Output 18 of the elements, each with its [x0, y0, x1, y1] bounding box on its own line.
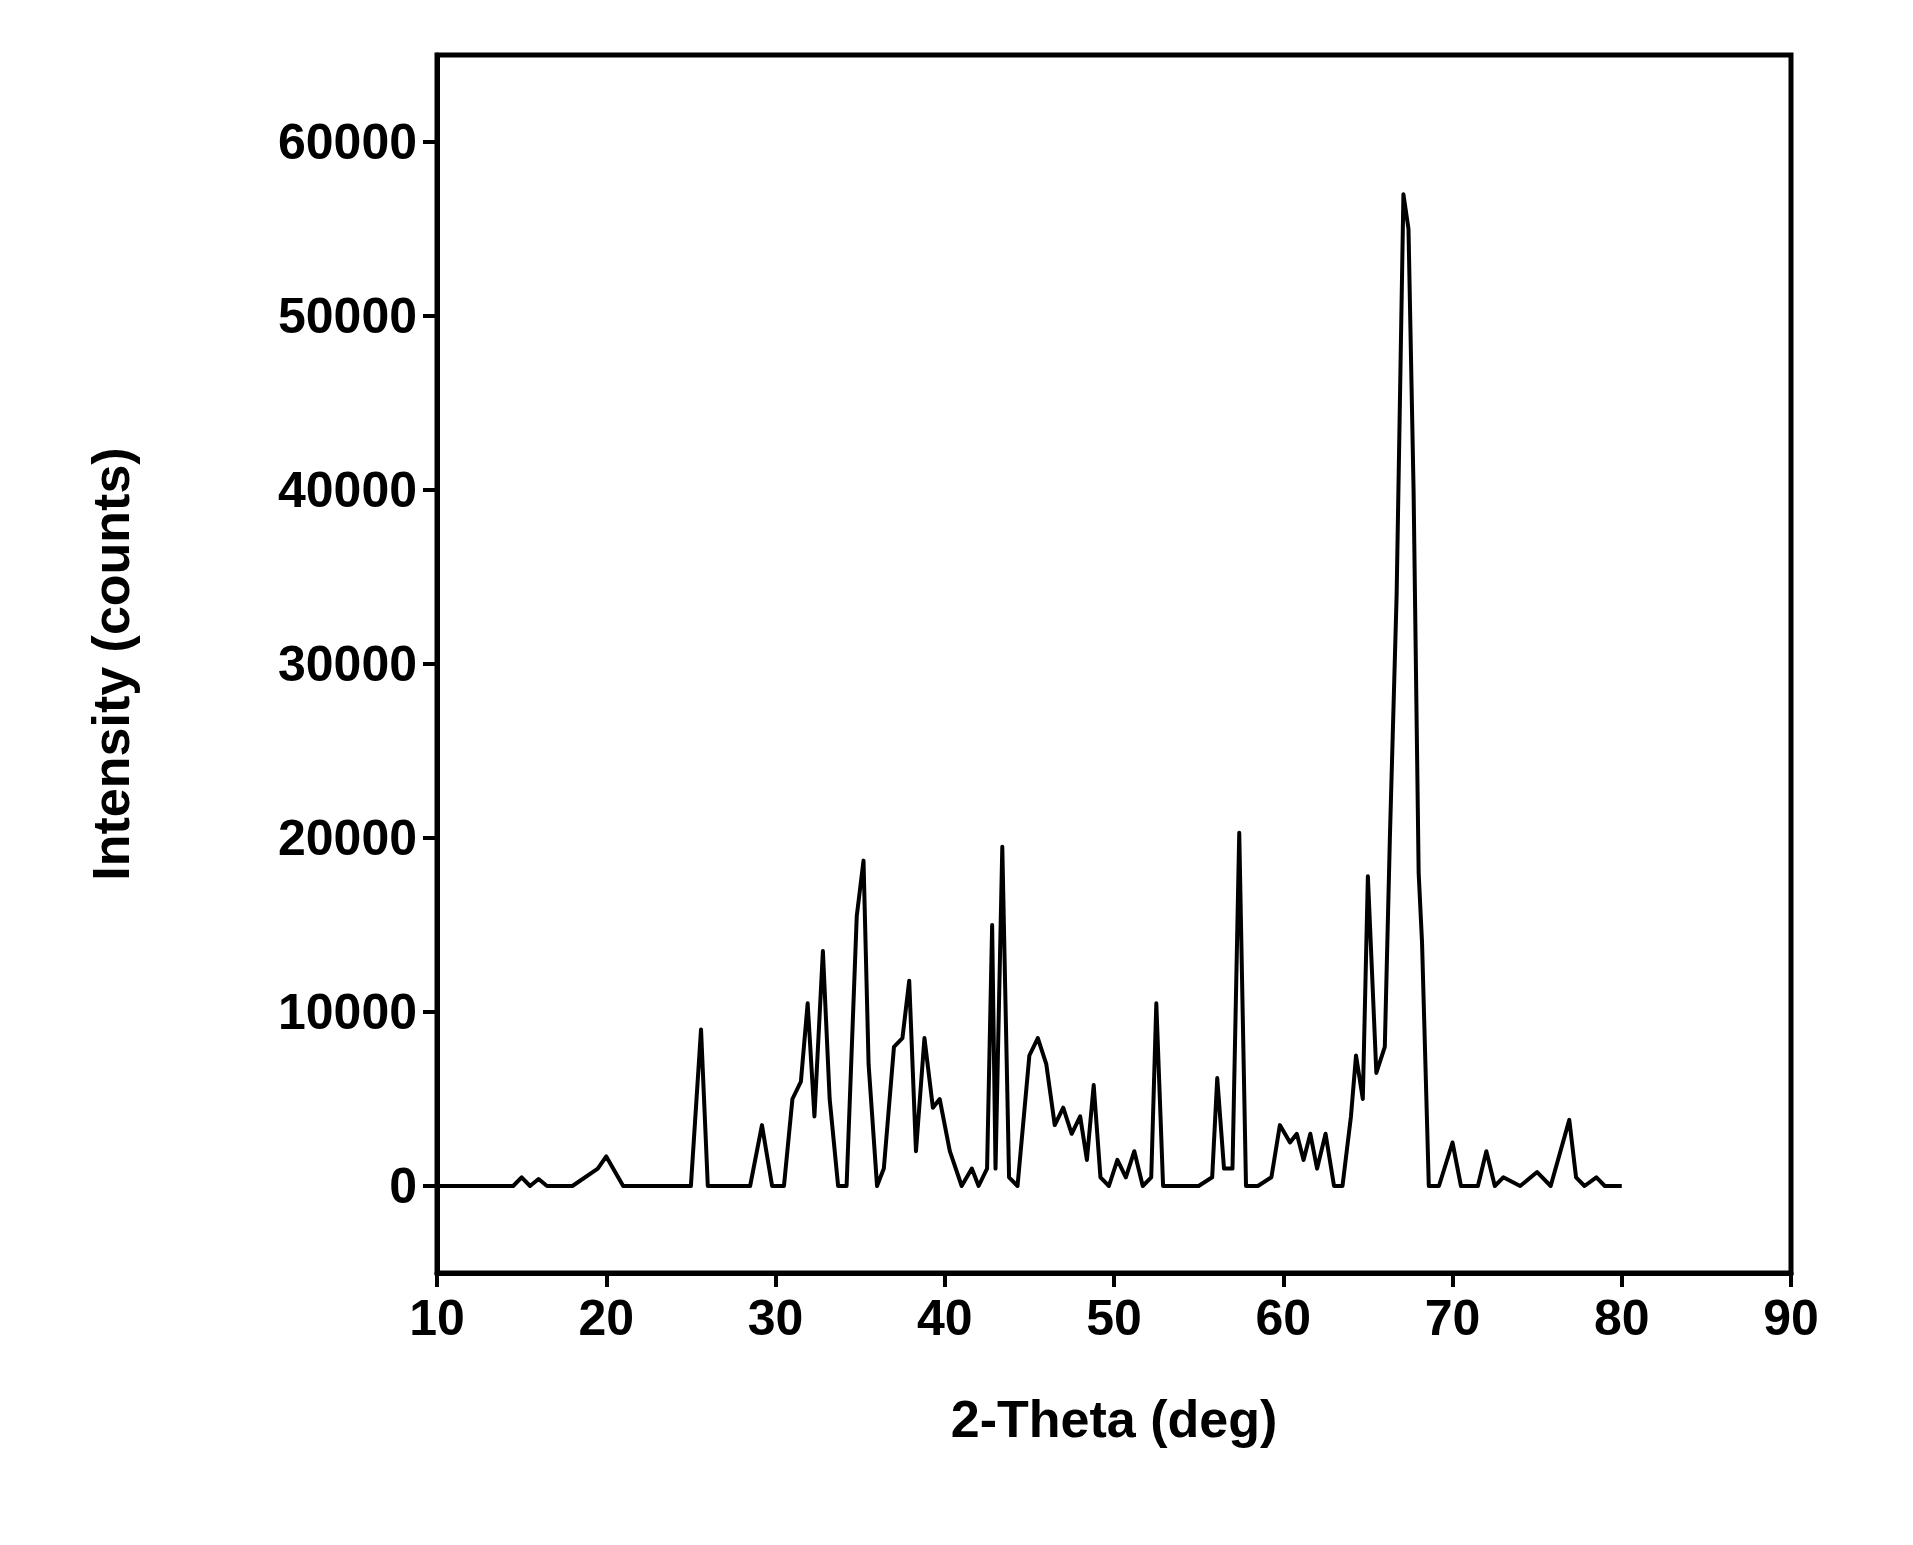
- y-tick-label: 0: [389, 1158, 417, 1214]
- x-axis-title: 2-Theta (deg): [950, 1390, 1278, 1448]
- x-tick-label: 60: [1255, 1290, 1312, 1346]
- y-tick-label: 10000: [277, 984, 417, 1040]
- y-tick-label: 30000: [277, 636, 417, 692]
- x-tick-label: 80: [1593, 1290, 1650, 1346]
- y-axis-title: Intensity (counts): [82, 447, 140, 881]
- y-tick-label: 50000: [277, 288, 417, 344]
- y-tick-label: 60000: [277, 114, 417, 170]
- x-tick-label: 50: [1086, 1290, 1142, 1346]
- x-tick-label: 40: [916, 1290, 973, 1346]
- x-tick-label: 20: [578, 1290, 635, 1346]
- x-tick-label: 30: [747, 1290, 804, 1346]
- x-tick-label: 90: [1763, 1290, 1819, 1346]
- y-tick-label: 20000: [277, 810, 417, 866]
- x-tick-label: 10: [409, 1290, 465, 1346]
- x-tick-label: 70: [1424, 1290, 1481, 1346]
- y-tick-label: 40000: [277, 462, 417, 518]
